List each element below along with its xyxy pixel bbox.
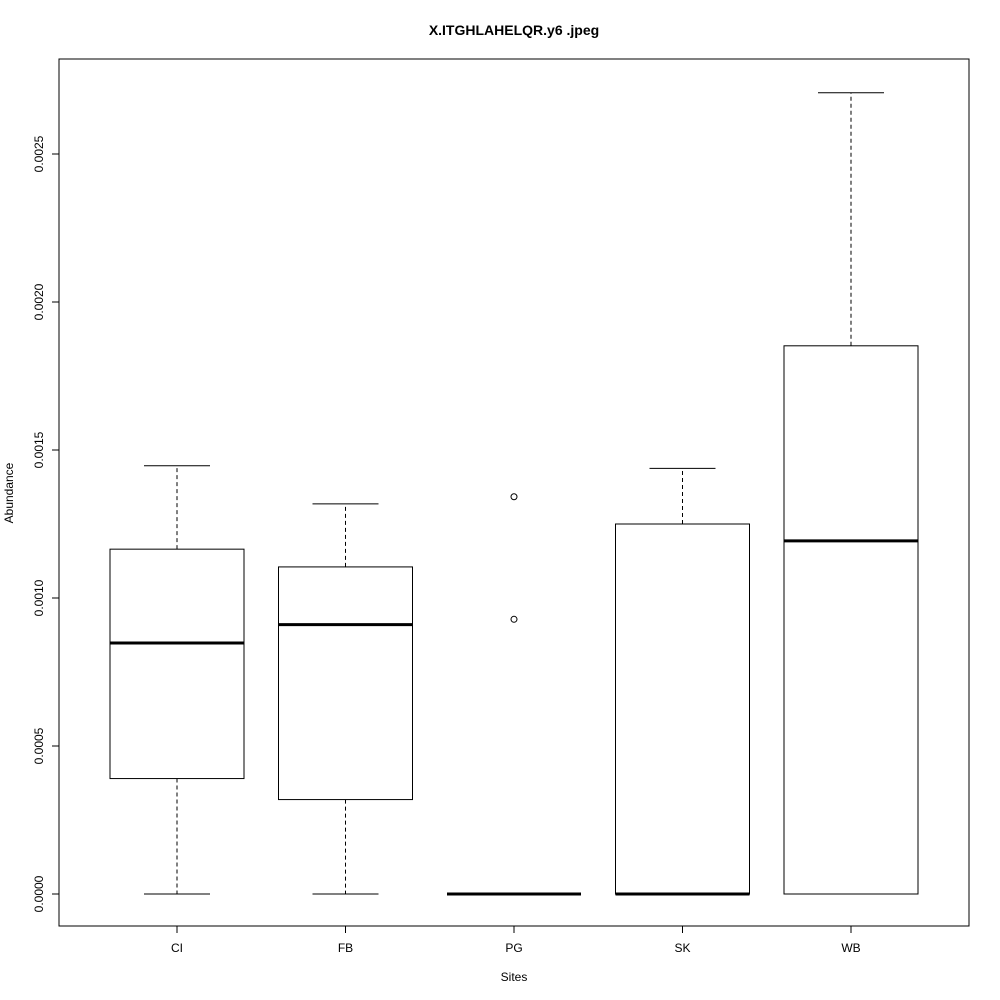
box-wb	[783, 92, 919, 895]
y-axis: 0.0000 0.0005 0.0010 0.0015 0.0020 0.0025	[32, 135, 60, 912]
outlier-point	[510, 493, 518, 501]
box-body	[615, 523, 750, 895]
box-sk	[615, 467, 750, 896]
y-tick-label: 0.0020	[32, 283, 46, 320]
boxes-group	[109, 92, 919, 896]
x-tick-label: CI	[171, 941, 183, 955]
x-tick-label: PG	[505, 941, 522, 955]
x-tick-label: FB	[338, 941, 353, 955]
chart-title: X.ITGHLAHELQR.y6 .jpeg	[429, 22, 599, 38]
box-ci	[109, 465, 245, 895]
outlier-point	[510, 615, 518, 623]
y-tick-label: 0.0010	[32, 579, 46, 616]
x-axis-label: Sites	[501, 970, 528, 984]
x-tick-label: WB	[841, 941, 860, 955]
y-tick-label: 0.0000	[32, 875, 46, 912]
y-tick-label: 0.0015	[32, 431, 46, 468]
box-pg	[447, 493, 581, 896]
box-body	[109, 548, 245, 780]
y-tick-label: 0.0025	[32, 135, 46, 172]
x-tick-label: SK	[674, 941, 690, 955]
y-axis-label: Abundance	[2, 462, 16, 523]
y-tick-label: 0.0005	[32, 727, 46, 764]
plot-frame	[58, 58, 970, 927]
x-axis: CI FB PG SK WB	[171, 925, 861, 955]
box-fb	[278, 503, 413, 895]
box-body	[783, 345, 919, 895]
box-body	[278, 566, 413, 801]
